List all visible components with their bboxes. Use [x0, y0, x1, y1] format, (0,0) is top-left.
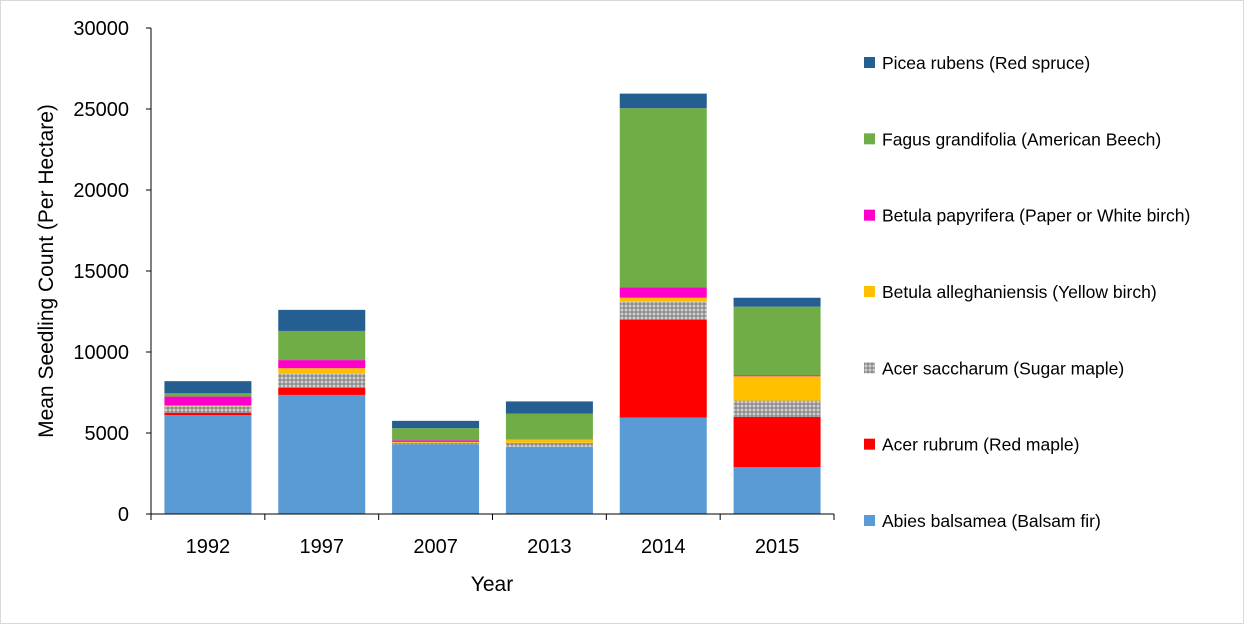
bar-segment-betula-papyrifera-2007 — [392, 440, 480, 442]
y-tick-label: 15000 — [73, 261, 129, 283]
bar-segment-picea-rubens-2015 — [733, 297, 821, 307]
bar-segment-betula-papyrifera-2014 — [619, 287, 707, 298]
legend-item-fagus-grandifolia: Fagus grandifolia (American Beech) — [864, 129, 1161, 149]
legend-item-acer-rubrum: Acer rubrum (Red maple) — [864, 435, 1079, 455]
x-tick-label: 1992 — [186, 536, 231, 558]
bar-segment-acer-rubrum-2015 — [733, 416, 821, 468]
bar-stack-2015 — [733, 297, 821, 514]
bar-segment-abies-balsamea-1992 — [164, 415, 252, 514]
legend-label: Abies balsamea (Balsam fir) — [882, 511, 1101, 531]
bar-segment-betula-papyrifera-1992 — [164, 396, 252, 406]
bar-segment-fagus-grandifolia-2015 — [733, 306, 821, 376]
bar-segment-acer-saccharum-2015 — [733, 400, 821, 417]
bar-segment-acer-rubrum-2014 — [619, 319, 707, 418]
y-tick-label: 25000 — [73, 99, 129, 121]
bar-segment-abies-balsamea-2013 — [505, 446, 593, 514]
bar-segment-acer-rubrum-1992 — [164, 412, 252, 416]
x-tick-label: 2015 — [755, 536, 800, 558]
bar-segment-betula-papyrifera-2015 — [733, 375, 821, 377]
bar-segment-picea-rubens-1992 — [164, 381, 252, 394]
legend-swatch — [864, 286, 875, 297]
bar-segment-fagus-grandifolia-1997 — [278, 330, 366, 361]
bar-stack-2014 — [619, 93, 707, 514]
bar-stack-1992 — [164, 381, 252, 514]
bar-segment-abies-balsamea-1997 — [278, 394, 366, 514]
bar-stack-2013 — [505, 401, 593, 514]
legend-swatch — [864, 57, 875, 68]
bar-segment-acer-saccharum-2014 — [619, 301, 707, 320]
legend-label: Fagus grandifolia (American Beech) — [882, 129, 1161, 149]
y-tick-label: 0 — [118, 504, 129, 526]
bar-segment-acer-saccharum-2007 — [392, 442, 480, 445]
bar-segment-betula-alleghaniensis-2014 — [619, 297, 707, 302]
legend-label: Betula papyrifera (Paper or White birch) — [882, 206, 1190, 226]
legend-label: Picea rubens (Red spruce) — [882, 53, 1090, 73]
legend-item-acer-saccharum: Acer saccharum (Sugar maple) — [864, 358, 1124, 378]
legend-item-picea-rubens: Picea rubens (Red spruce) — [864, 53, 1090, 73]
bar-stack-2007 — [392, 420, 480, 514]
legend-swatch — [864, 362, 875, 374]
x-tick-label: 2013 — [527, 536, 572, 558]
bar-segment-betula-alleghaniensis-1992 — [164, 405, 252, 407]
legend-swatch — [864, 515, 875, 526]
legend-item-betula-papyrifera: Betula papyrifera (Paper or White birch) — [864, 206, 1190, 226]
bar-segment-abies-balsamea-2014 — [619, 417, 707, 514]
bar-segment-picea-rubens-2014 — [619, 93, 707, 109]
bar-segment-fagus-grandifolia-2014 — [619, 108, 707, 288]
x-axis-title: Year — [471, 573, 513, 596]
axes-layer: 0 5000 10000 15000 20000 25000 30000 1992 1997 20… — [73, 18, 835, 558]
bar-segment-betula-alleghaniensis-1997 — [278, 368, 366, 374]
x-tick-label: 1997 — [300, 536, 345, 558]
bar-segment-abies-balsamea-2007 — [392, 444, 480, 514]
bar-segment-acer-saccharum-1992 — [164, 406, 252, 413]
bar-segment-picea-rubens-2007 — [392, 420, 480, 429]
x-tick-label: 2007 — [413, 536, 458, 558]
bar-stack-1997 — [278, 309, 366, 514]
legend-label: Betula alleghaniensis (Yellow birch) — [882, 282, 1157, 302]
y-tick-label: 30000 — [73, 18, 129, 40]
legend-label: Acer rubrum (Red maple) — [882, 435, 1079, 455]
bars-layer — [164, 93, 821, 514]
y-tick-label: 10000 — [73, 342, 129, 364]
bar-segment-fagus-grandifolia-2007 — [392, 428, 480, 441]
legend-swatch — [864, 133, 875, 145]
legend: Picea rubens (Red spruce) Fagus grandifol… — [864, 53, 1190, 531]
y-axis-title: Mean Seedling Count (Per Hectare) — [35, 104, 58, 438]
bar-segment-acer-rubrum-1997 — [278, 387, 366, 395]
bar-segment-acer-saccharum-2013 — [505, 442, 593, 447]
y-tick-label: 20000 — [73, 180, 129, 202]
bar-segment-betula-alleghaniensis-2007 — [392, 441, 480, 443]
bar-segment-picea-rubens-2013 — [505, 401, 593, 414]
legend-label: Acer saccharum (Sugar maple) — [882, 358, 1124, 378]
bar-segment-acer-saccharum-1997 — [278, 373, 366, 388]
legend-swatch — [864, 209, 875, 221]
bar-segment-betula-alleghaniensis-2015 — [733, 376, 821, 401]
x-tick-label: 2014 — [641, 536, 686, 558]
legend-swatch — [864, 438, 875, 450]
bar-segment-picea-rubens-1997 — [278, 309, 366, 331]
bar-segment-fagus-grandifolia-2013 — [505, 413, 593, 440]
legend-item-abies-balsamea: Abies balsamea (Balsam fir) — [864, 511, 1101, 531]
legend-item-betula-alleghaniensis: Betula alleghaniensis (Yellow birch) — [864, 282, 1157, 302]
bar-segment-abies-balsamea-2015 — [733, 467, 821, 514]
bar-segment-fagus-grandifolia-1992 — [164, 393, 252, 397]
bar-segment-betula-papyrifera-1997 — [278, 360, 366, 369]
bar-segment-betula-alleghaniensis-2013 — [505, 439, 593, 443]
y-tick-label: 5000 — [85, 423, 130, 445]
